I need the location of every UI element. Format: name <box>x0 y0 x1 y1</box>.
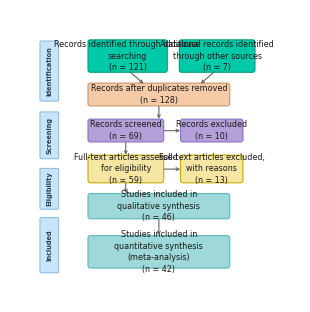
FancyBboxPatch shape <box>88 236 230 268</box>
FancyBboxPatch shape <box>88 155 164 183</box>
Text: Studies included in
quantitative synthesis
(meta-analysis)
(n = 42): Studies included in quantitative synthes… <box>114 230 203 274</box>
Text: Records screened
(n = 69): Records screened (n = 69) <box>90 120 162 141</box>
Text: Eligibility: Eligibility <box>46 171 52 206</box>
Text: Studies included in
qualitative synthesis
(n = 46): Studies included in qualitative synthesi… <box>117 190 200 222</box>
FancyBboxPatch shape <box>88 193 230 219</box>
FancyBboxPatch shape <box>40 41 59 101</box>
Text: Full-text articles assessed
for eligibility
(n = 59): Full-text articles assessed for eligibil… <box>74 153 178 185</box>
FancyBboxPatch shape <box>88 40 167 72</box>
Text: Identification: Identification <box>46 46 52 96</box>
Text: Additional records identified
through other sources
(n = 7): Additional records identified through ot… <box>160 40 274 72</box>
Text: Included: Included <box>46 229 52 261</box>
FancyBboxPatch shape <box>180 119 243 142</box>
Text: Full-text articles excluded,
with reasons
(n = 13): Full-text articles excluded, with reason… <box>159 153 265 185</box>
FancyBboxPatch shape <box>40 112 59 159</box>
Text: Records identified through database
searching
(n = 121): Records identified through database sear… <box>54 40 201 72</box>
Text: Records excluded
(n = 10): Records excluded (n = 10) <box>176 120 247 141</box>
Text: Records after duplicates removed
(n = 128): Records after duplicates removed (n = 12… <box>91 84 227 105</box>
FancyBboxPatch shape <box>88 83 230 106</box>
FancyBboxPatch shape <box>40 168 59 209</box>
FancyBboxPatch shape <box>179 40 255 72</box>
FancyBboxPatch shape <box>40 218 59 273</box>
FancyBboxPatch shape <box>88 119 164 142</box>
FancyBboxPatch shape <box>180 155 243 183</box>
Text: Screening: Screening <box>46 117 52 154</box>
